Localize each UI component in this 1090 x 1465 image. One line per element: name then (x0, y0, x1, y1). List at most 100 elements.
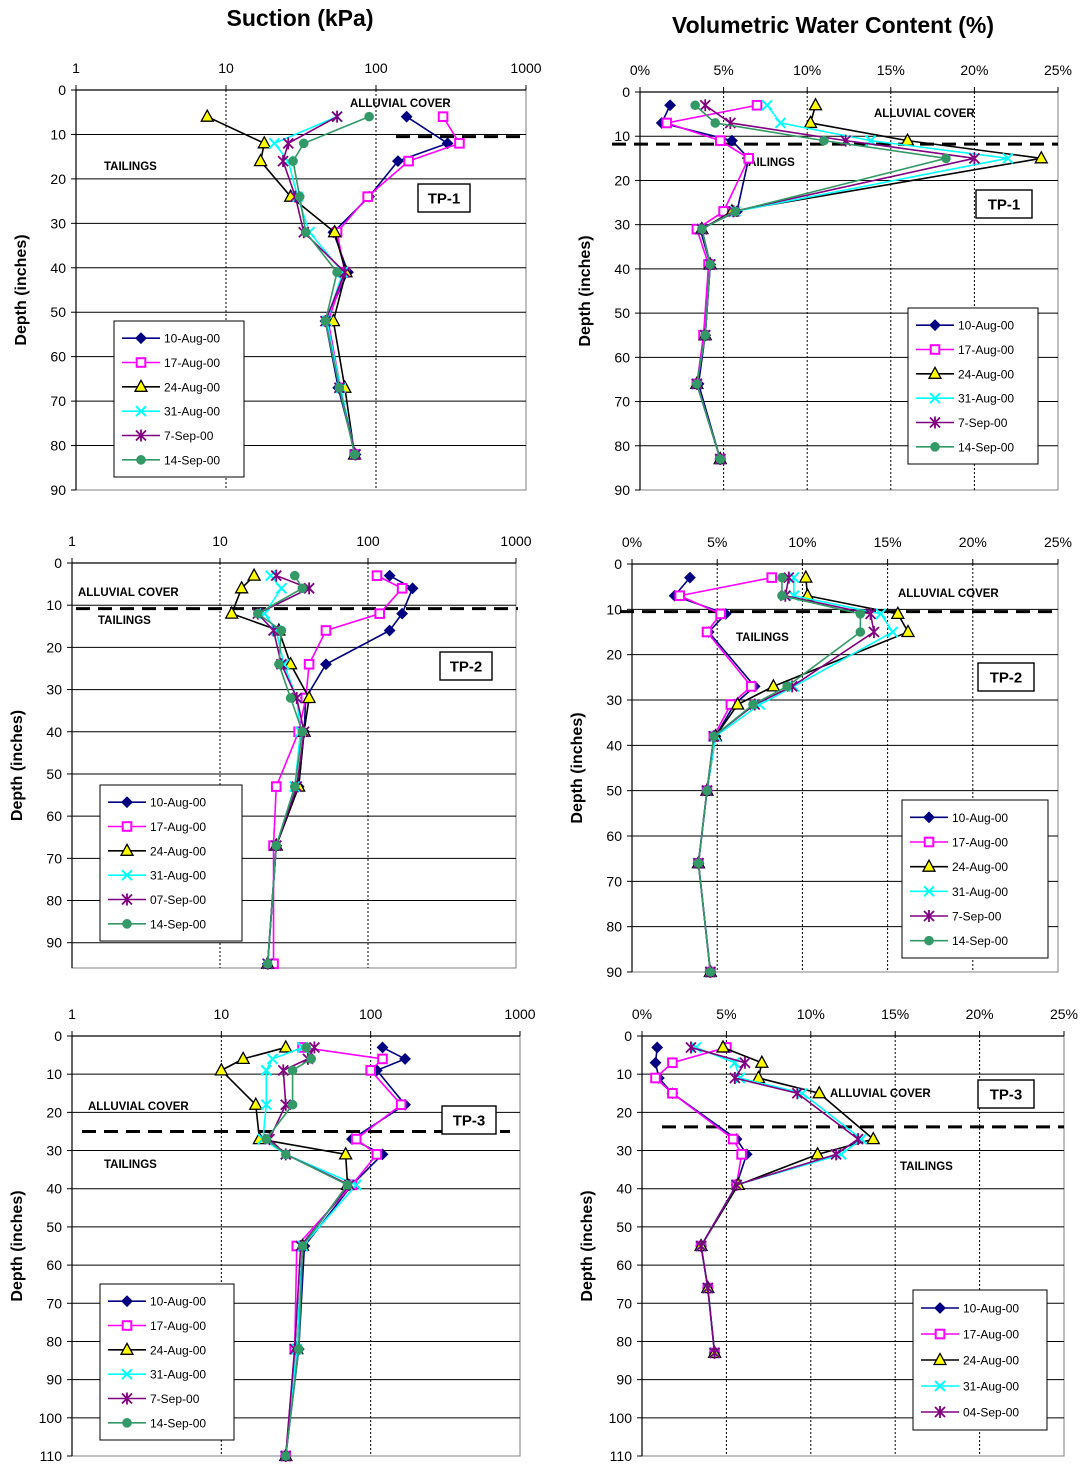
tp2-suction-xtick-label: 10 (212, 533, 228, 549)
tp2-vwc-series-5-point (702, 785, 712, 796)
tp2-suction-series-5-point (262, 958, 273, 969)
tp3-suction-legend-entry: 10-Aug-00 (150, 1295, 206, 1309)
tp2-vwc-tailings-label: TAILINGS (736, 632, 789, 644)
tp1-vwc-panel-label-box (975, 189, 1033, 219)
tp1-vwc-series-5-point (700, 330, 711, 341)
tp1-vwc-series-group (655, 97, 1049, 466)
tp2-suction-panel-label: TP-2 (439, 651, 493, 681)
tp2-vwc-series-1-point (674, 590, 686, 602)
tp1-suction-series-5-point (294, 191, 305, 202)
tp2-suction-series-5-point (297, 726, 308, 737)
tp3-vwc-series-2-point (866, 1131, 881, 1145)
tp2-suction-ytick-label: 20 (46, 639, 62, 655)
tp3-vwc-legend-marker (934, 1302, 946, 1314)
tp3-suction-alluvial-cover-label: ALLUVIAL COVER (88, 1101, 189, 1113)
tp1-suction-series-2-point (326, 313, 341, 327)
tp2-vwc-ytick-label: 90 (606, 964, 622, 980)
tp1-vwc-series-5-point (941, 153, 951, 164)
tp3-vwc-legend: 10-Aug-00 17-Aug-00 24-Aug-00 31-Aug-00 04-S… (912, 1289, 1048, 1431)
tp1-suction-series-1-point (454, 138, 465, 149)
tp1-vwc-ytick-label: 60 (614, 349, 630, 365)
tp2-suction-series-5-point (289, 570, 300, 581)
tp1-vwc-series-2-point (803, 115, 818, 129)
tp3-vwc-panel-label: TP-3 (977, 1079, 1035, 1109)
tp2-vwc-legend-box (901, 799, 1049, 959)
tp1-suction-series-1-point (362, 191, 373, 202)
tp1-suction-series-4-point (277, 155, 289, 168)
tp3-vwc-series-4-point (685, 1041, 697, 1054)
tp1-suction-legend-box (113, 320, 245, 478)
tp1-vwc-series-1-point (661, 117, 673, 129)
tp2-vwc-y-axis-label: Depth (inches) (569, 712, 586, 823)
tp2-vwc-series-4-point (868, 626, 880, 638)
tp2-suction-series-1-point (320, 625, 332, 636)
tp1-suction-series-2-point (200, 108, 215, 122)
tp2-vwc-series-5-point (705, 967, 716, 977)
tp2-suction-legend-entry: 17-Aug-00 (150, 820, 206, 834)
tp3-vwc-series-line-4 (690, 1046, 860, 1353)
tp3-suction-legend-marker (121, 1320, 133, 1331)
tp3-vwc-legend-entry: 17-Aug-00 (963, 1328, 1019, 1342)
tp2-vwc-xtick-label: 10% (788, 534, 816, 550)
tp3-suction-legend-entry: 24-Aug-00 (150, 1343, 206, 1357)
tp2-suction-series-1-point (303, 658, 315, 670)
tp3-suction-ytick-label: 70 (46, 1295, 62, 1311)
tp1-vwc-legend-marker (929, 344, 941, 355)
tp2-suction-series-1-point (270, 781, 282, 792)
tp2-suction-ytick-label: 80 (46, 893, 62, 909)
tp1-suction-ytick-label: 70 (50, 393, 66, 409)
tp3-vwc-series-0-point (649, 1056, 662, 1069)
tp3-suction-series-3-point (260, 1064, 272, 1077)
tp2-vwc-series-group (668, 569, 916, 978)
tp3-suction-series-1-point (395, 1099, 407, 1111)
tp1-vwc-ytick-label: 0 (622, 84, 630, 100)
tp2-suction-series-2-point (247, 567, 262, 581)
tp3-vwc-series-4-point (695, 1240, 707, 1252)
tp2-suction-ytick-label: 50 (46, 766, 62, 782)
tp1-vwc-legend-entry: 7-Sep-00 (958, 416, 1008, 430)
tp1-vwc-series-3-point (1002, 152, 1014, 165)
tp3-suction-xtick-label: 1000 (504, 1006, 535, 1022)
tp3-suction-panel-label: TP-3 (441, 1105, 497, 1135)
tp1-vwc-series-5-point (690, 100, 700, 111)
tp2-vwc-xtick-label: 25% (1044, 534, 1072, 550)
tp3-suction-series-1-point (371, 1149, 383, 1160)
tp1-vwc-legend-box (907, 307, 1039, 465)
tp2-vwc-xtick-label: 20% (959, 534, 987, 550)
tp1-vwc-ytick-label: 90 (614, 482, 630, 498)
tp3-suction-series-line-4 (268, 1047, 351, 1457)
tp2-vwc-series-1-point (701, 626, 713, 638)
tp3-suction-legend-marker (121, 1368, 133, 1380)
tp3-suction-series-0-point (376, 1041, 389, 1054)
tp1-vwc-xtick-label: 25% (1044, 62, 1072, 78)
tp2-vwc-ytick-label: 70 (606, 873, 622, 889)
tp1-vwc-series-1-point (714, 135, 726, 146)
tp3-suction-series-2-point (214, 1062, 229, 1076)
tp3-suction-series-0-point (399, 1053, 411, 1065)
tp3-suction-series-5-point (306, 1054, 317, 1064)
tp1-suction-legend-marker (135, 405, 147, 417)
tp2-suction-legend-entry: 14-Sep-00 (150, 917, 206, 931)
tp2-suction-ytick-label: 10 (46, 597, 62, 613)
tp1-suction-tailings-label: TAILINGS (104, 161, 157, 173)
tp3-suction-ytick-label: 90 (46, 1372, 62, 1388)
tp1-suction-ytick-label: 30 (50, 215, 66, 231)
tp2-suction-series-3-point (275, 582, 288, 595)
tp3-suction-series-5-point (280, 1149, 291, 1160)
tp3-suction-series-5-point (280, 1451, 291, 1461)
tp3-suction-series-5-point (297, 1241, 308, 1251)
tp2-vwc-legend-entry: 31-Aug-00 (952, 885, 1008, 899)
tp1-vwc-legend-entry: 14-Sep-00 (958, 440, 1014, 454)
tp2-vwc-alluvial-cover-label: ALLUVIAL COVER (898, 588, 999, 600)
tp2-suction-panel-label-text: TP-2 (450, 659, 483, 676)
tp1-vwc-ytick-label: 70 (614, 394, 630, 410)
tp2-suction-series-line-2 (230, 575, 310, 964)
tp3-vwc-series-3-point (690, 1041, 702, 1054)
tp3-vwc-series-4-point (830, 1148, 842, 1161)
tp3-suction-panel-label-text: TP-3 (453, 1113, 486, 1130)
tp1-vwc-legend-marker (929, 319, 941, 332)
tp3-vwc-ytick-label: 10 (616, 1066, 632, 1082)
tp2-vwc-legend-entry: 7-Sep-00 (952, 910, 1002, 924)
tp2-suction-series-0-point (396, 607, 409, 620)
tp3-suction-series-5-point (261, 1134, 272, 1144)
